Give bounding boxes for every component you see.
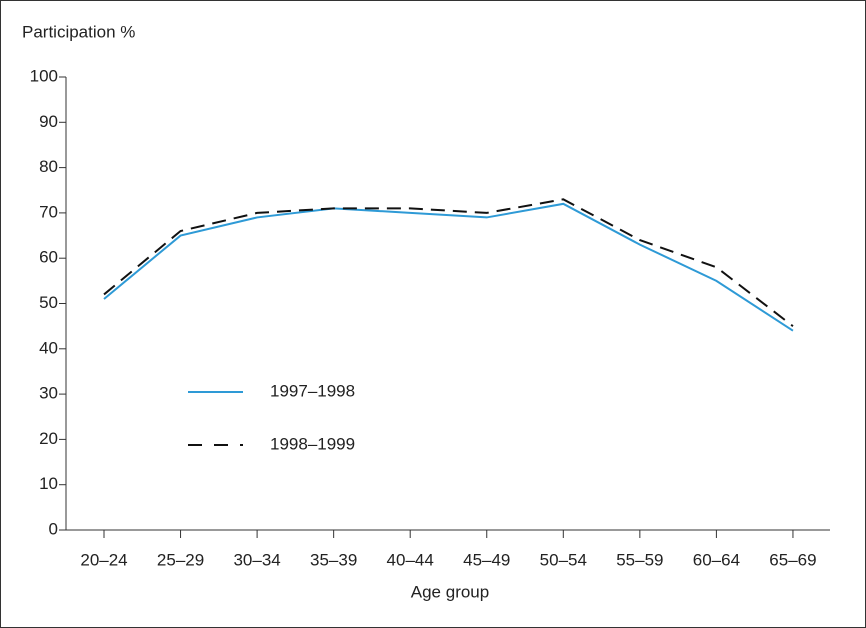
x-tick-label: 65–69 [769, 550, 816, 569]
y-tick-label: 30 [39, 384, 58, 403]
y-tick-label: 100 [30, 66, 58, 85]
x-tick-label: 60–64 [693, 550, 740, 569]
x-tick-label: 55–59 [616, 550, 663, 569]
x-tick-label: 35–39 [310, 550, 357, 569]
x-tick-label: 45–49 [463, 550, 510, 569]
y-tick-label: 40 [39, 338, 58, 357]
x-tick-label: 40–44 [387, 550, 434, 569]
y-tick-label: 20 [39, 429, 58, 448]
x-tick-label: 25–29 [157, 550, 204, 569]
y-tick-label: 50 [39, 293, 58, 312]
y-tick-label: 60 [39, 248, 58, 267]
y-tick-label: 90 [39, 112, 58, 131]
x-axis-label: Age group [411, 582, 489, 601]
x-tick-label: 20–24 [80, 550, 127, 569]
legend-label: 1997–1998 [270, 381, 355, 400]
series-line [103, 202, 794, 332]
legend-label: 1998–1999 [270, 434, 355, 453]
y-tick-label: 0 [49, 519, 58, 538]
x-tick-label: 30–34 [233, 550, 280, 569]
y-axis-label: Participation % [22, 22, 135, 41]
y-tick-label: 80 [39, 157, 58, 176]
y-tick-label: 10 [39, 474, 58, 493]
y-tick-label: 70 [39, 202, 58, 221]
series-line [103, 198, 794, 327]
x-tick-label: 50–54 [540, 550, 587, 569]
